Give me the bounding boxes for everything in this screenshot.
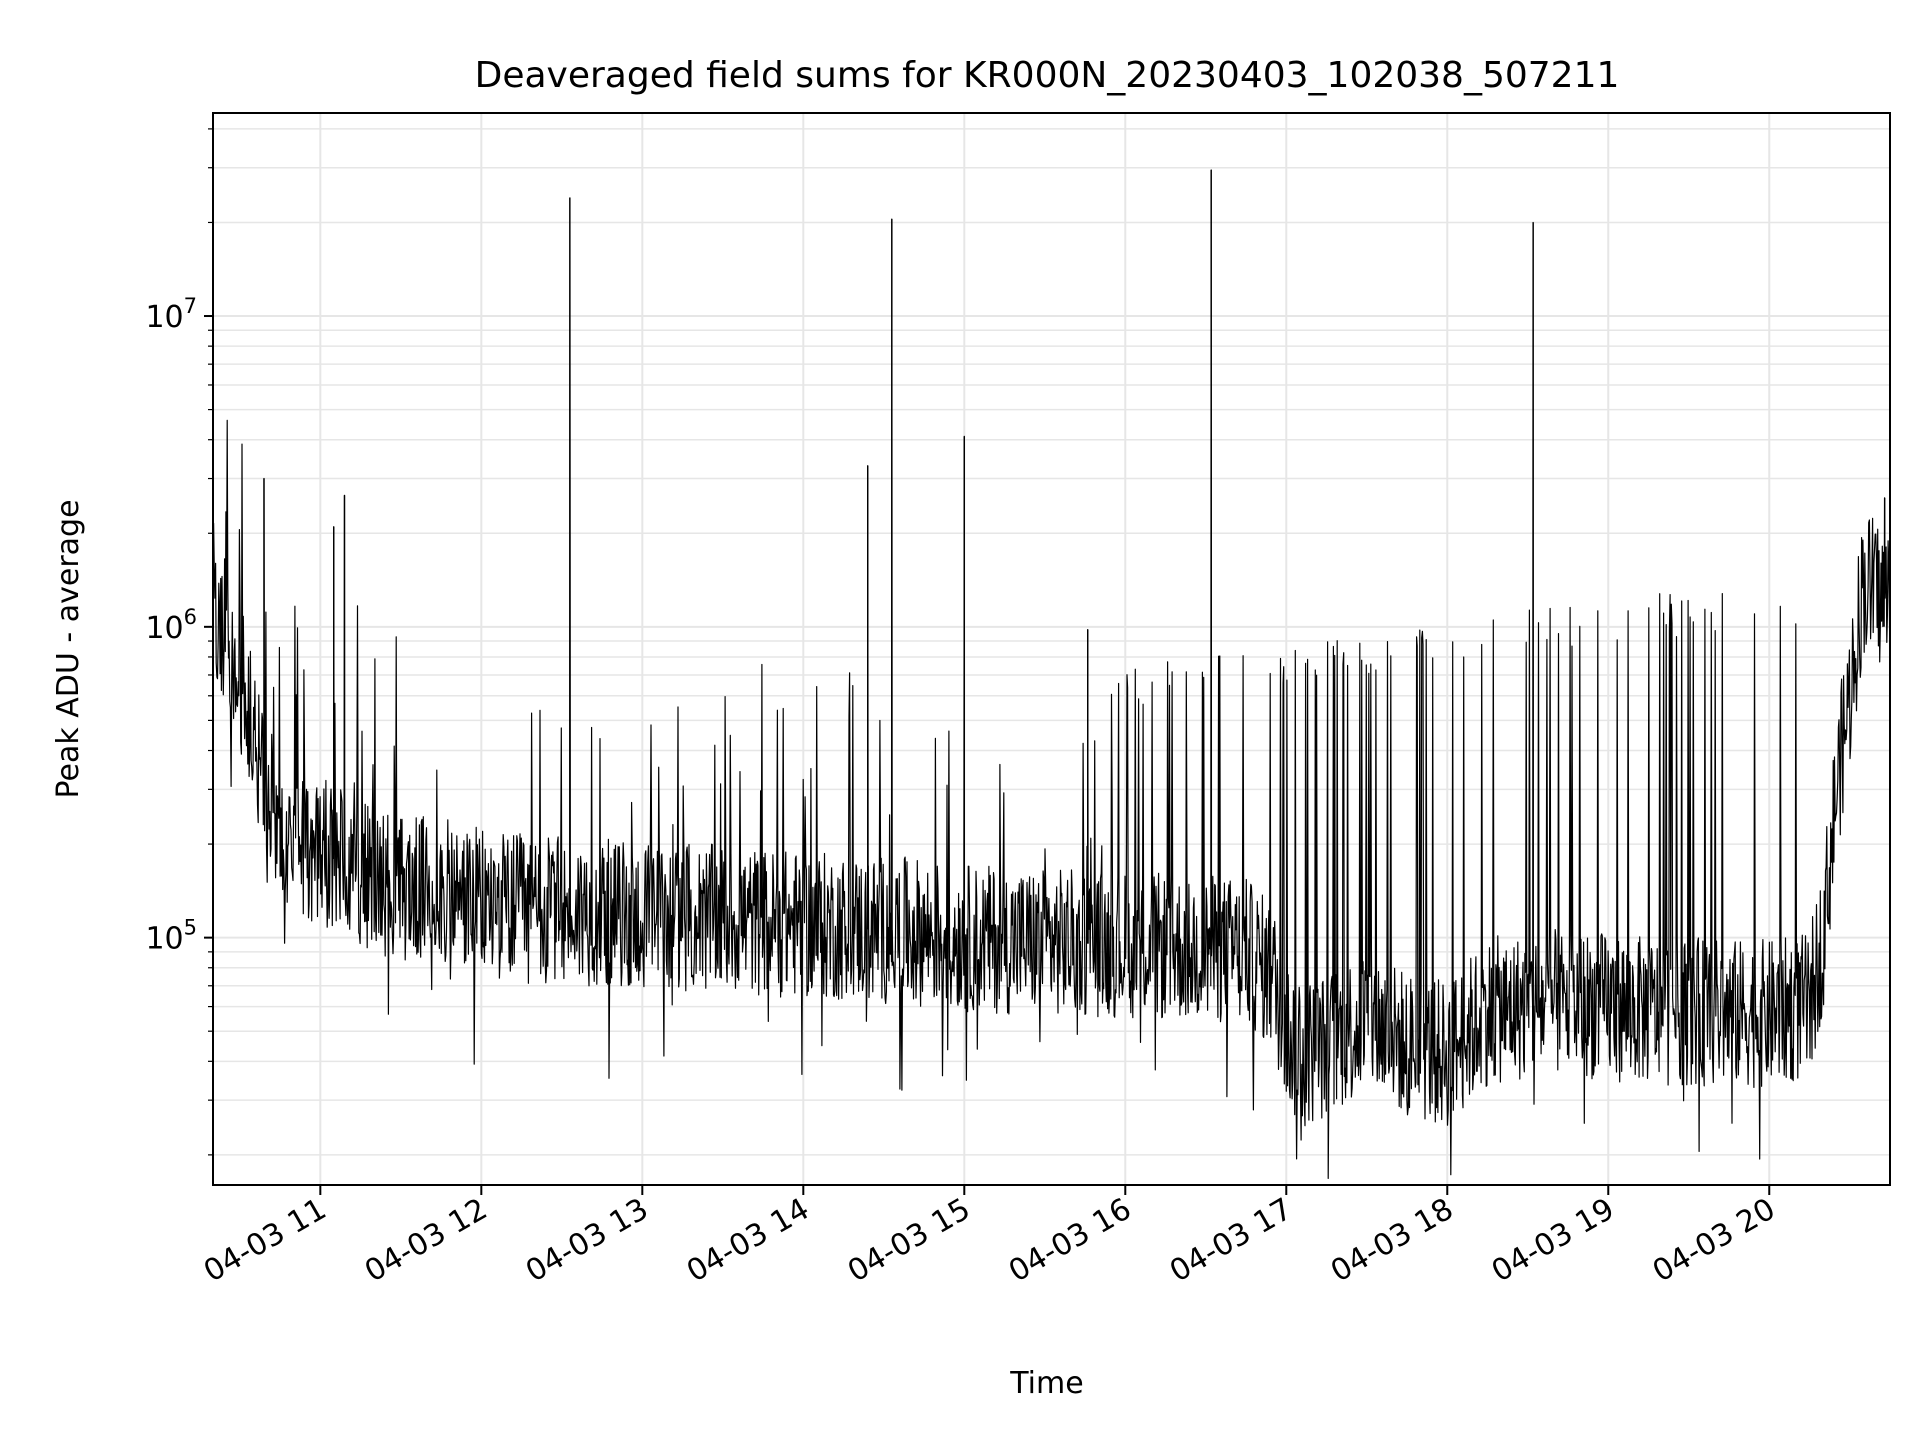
plot-frame — [212, 112, 1891, 1186]
y-tick-label: 107 — [145, 294, 197, 335]
x-axis-label: Time — [1009, 1366, 1083, 1401]
chart-title: Deaveraged field sums for KR000N_2023040… — [475, 55, 1620, 96]
y-axis-label: Peak ADU - average — [51, 499, 86, 798]
series-line — [212, 169, 1891, 1179]
y-tick-label: 106 — [145, 605, 197, 646]
grid — [213, 113, 1890, 1185]
series-layer — [212, 169, 1891, 1179]
y-tick-label: 105 — [145, 916, 197, 957]
